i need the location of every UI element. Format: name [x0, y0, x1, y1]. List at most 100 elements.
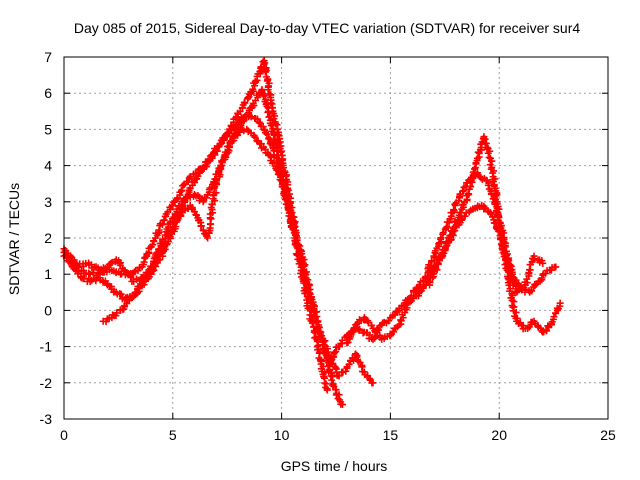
data-point-fill	[461, 212, 469, 220]
data-point-fill	[475, 149, 483, 157]
data-point-fill	[275, 169, 283, 177]
data-point-fill	[264, 86, 272, 94]
data-point-fill	[229, 134, 237, 142]
data-point-fill	[507, 273, 515, 281]
data-point	[323, 386, 331, 394]
data-point-fill	[197, 222, 205, 230]
data-point-fill	[512, 308, 520, 316]
data-point	[143, 274, 151, 282]
data-point-fill	[442, 224, 450, 232]
data-point-fill	[544, 322, 552, 330]
data-point-fill	[294, 241, 302, 249]
data-point-fill	[488, 157, 496, 165]
data-point-fill	[318, 332, 326, 340]
data-point-fill	[484, 181, 492, 189]
data-point-fill	[331, 348, 339, 356]
chart-title: Day 085 of 2015, Sidereal Day-to-day VTE…	[74, 20, 580, 36]
data-point	[191, 191, 199, 199]
data-point-fill	[270, 159, 278, 167]
data-point-fill	[202, 194, 210, 202]
data-point-fill	[113, 309, 121, 317]
data-point-fill	[447, 236, 455, 244]
data-point-fill	[117, 290, 125, 298]
data-point-fill	[466, 182, 474, 190]
data-point-fill	[276, 173, 284, 181]
y-tick-label: 0	[44, 302, 52, 318]
data-point-fill	[329, 373, 337, 381]
data-point-fill	[321, 379, 329, 387]
data-point-fill	[127, 273, 135, 281]
data-point-fill	[139, 278, 147, 286]
data-point-fill	[432, 264, 440, 272]
x-tick-label: 10	[274, 427, 290, 443]
data-point-fill	[249, 85, 257, 93]
x-tick-label: 5	[169, 427, 177, 443]
data-point-fill	[292, 230, 300, 238]
data-point-fill	[217, 163, 225, 171]
data-point-fill	[301, 261, 309, 269]
data-point-fill	[66, 256, 74, 264]
data-point-fill	[470, 165, 478, 173]
axes: 0 5 10 15 20 25 -3 -2 -1 0 1 2 3 4 5 6 7	[40, 49, 616, 443]
data-point-fill	[264, 108, 272, 116]
data-point-fill	[182, 194, 190, 202]
data-point-fill	[464, 190, 472, 198]
data-point-fill	[293, 236, 301, 244]
data-point-fill	[137, 282, 145, 290]
x-tick-label: 20	[491, 427, 507, 443]
data-point-fill	[406, 296, 414, 304]
data-point-fill	[504, 262, 512, 270]
data-point-fill	[315, 323, 323, 331]
series-track-7	[425, 201, 547, 296]
data-point-fill	[495, 227, 503, 235]
data-point-fill	[350, 325, 358, 333]
data-point-fill	[426, 278, 434, 286]
data-point-fill	[173, 215, 181, 223]
data-point-fill	[306, 289, 314, 297]
data-point-fill	[173, 195, 181, 203]
data-point-fill	[260, 92, 268, 100]
data-point-fill	[70, 265, 78, 273]
data-point-fill	[308, 319, 316, 327]
data-point-fill	[206, 156, 214, 164]
data-point-fill	[80, 274, 88, 282]
data-point-fill	[356, 325, 364, 333]
data-point-fill	[90, 268, 98, 276]
y-tick-label: 6	[44, 85, 52, 101]
data-point	[552, 263, 560, 271]
data-point-fill	[491, 219, 499, 227]
x-tick-label: 15	[383, 427, 399, 443]
y-tick-label: -3	[40, 411, 53, 427]
x-tick-label: 0	[60, 427, 68, 443]
data-point-fill	[286, 208, 294, 216]
data-point-fill	[527, 287, 535, 295]
data-point-fill	[274, 143, 282, 151]
data-point-fill	[484, 149, 492, 157]
y-tick-label: -1	[40, 339, 53, 355]
data-point-fill	[304, 276, 312, 284]
data-point-fill	[262, 67, 270, 75]
x-axis-label: GPS time / hours	[281, 458, 388, 474]
data-point-fill	[149, 241, 157, 249]
y-tick-label: -2	[40, 375, 53, 391]
y-tick-label: 5	[44, 121, 52, 137]
data-points	[60, 57, 564, 409]
series-track-4	[99, 125, 377, 387]
data-point-fill	[261, 68, 269, 76]
data-point-fill	[263, 130, 271, 138]
y-tick-label: 4	[44, 158, 52, 174]
y-tick-label: 2	[44, 230, 52, 246]
data-point-fill	[212, 189, 220, 197]
data-point	[369, 379, 377, 387]
data-point-fill	[130, 268, 138, 276]
y-tick-label: 7	[44, 49, 52, 65]
data-point-fill	[480, 205, 488, 213]
y-axis-label: SDTVAR / TECUs	[6, 183, 22, 295]
data-point-fill	[202, 163, 210, 171]
data-point-fill	[157, 250, 165, 258]
data-point-fill	[244, 94, 252, 102]
data-point-fill	[345, 360, 353, 368]
series-track-2	[60, 86, 331, 394]
series-track-5	[325, 169, 560, 369]
data-point-fill	[451, 200, 459, 208]
